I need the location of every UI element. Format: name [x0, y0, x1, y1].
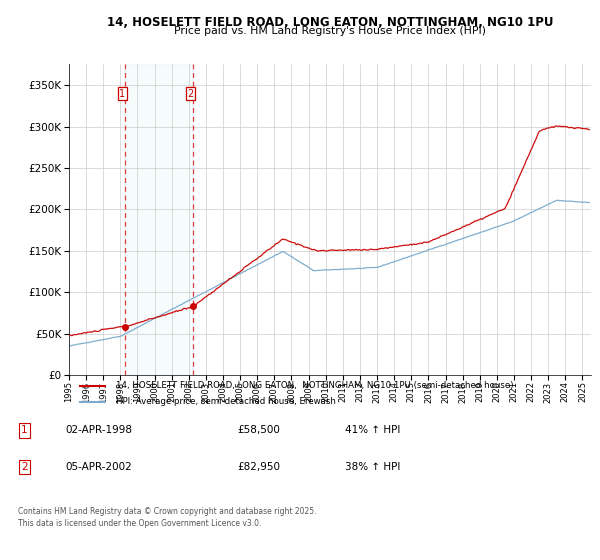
Text: 14, HOSELETT FIELD ROAD, LONG EATON, NOTTINGHAM, NG10 1PU: 14, HOSELETT FIELD ROAD, LONG EATON, NOT… — [107, 16, 553, 29]
Text: 05-APR-2002: 05-APR-2002 — [65, 462, 132, 472]
Text: 02-APR-1998: 02-APR-1998 — [65, 426, 133, 436]
Text: 2: 2 — [21, 462, 28, 472]
Text: 41% ↑ HPI: 41% ↑ HPI — [344, 426, 400, 436]
Text: 1: 1 — [119, 89, 125, 99]
Text: Contains HM Land Registry data © Crown copyright and database right 2025.
This d: Contains HM Land Registry data © Crown c… — [18, 507, 316, 528]
Text: HPI: Average price, semi-detached house, Erewash: HPI: Average price, semi-detached house,… — [116, 397, 336, 407]
Bar — [125, 64, 193, 375]
Text: 2: 2 — [187, 89, 194, 99]
Text: Price paid vs. HM Land Registry's House Price Index (HPI): Price paid vs. HM Land Registry's House … — [174, 26, 486, 36]
Text: £58,500: £58,500 — [238, 426, 281, 436]
Text: 1: 1 — [21, 426, 28, 436]
Text: 38% ↑ HPI: 38% ↑ HPI — [344, 462, 400, 472]
Text: £82,950: £82,950 — [238, 462, 281, 472]
Text: 14, HOSELETT FIELD ROAD, LONG EATON,  NOTTINGHAM, NG10 1PU (semi-detached house): 14, HOSELETT FIELD ROAD, LONG EATON, NOT… — [116, 381, 514, 390]
